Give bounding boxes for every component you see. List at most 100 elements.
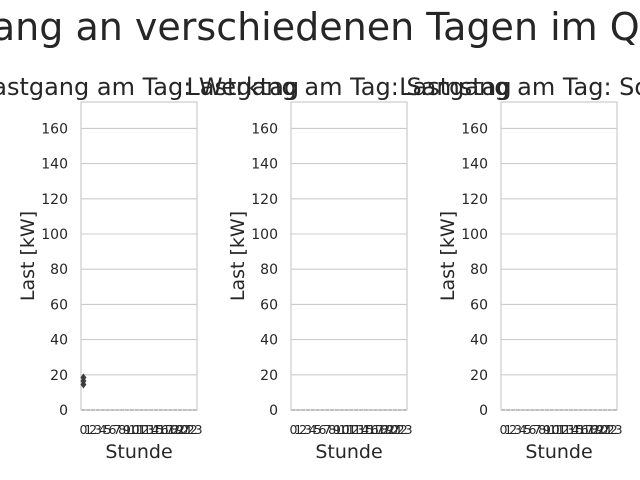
y-tick-label: 60 — [470, 297, 488, 313]
y-tick-label: 0 — [479, 403, 488, 419]
subplot-title: Lastgang am Tag: Werktag — [0, 73, 299, 101]
plot-area — [500, 101, 618, 411]
x-tick-label: 17 — [158, 422, 174, 437]
y-tick-label: 120 — [251, 192, 278, 208]
y-gridlines — [501, 127, 617, 376]
y-tick-label: 120 — [461, 192, 488, 208]
x-tick-label: 22 — [182, 422, 198, 437]
y-tick-label: 0 — [59, 403, 68, 419]
x-tick-label: 23 — [607, 422, 623, 437]
x-tick-label: 14 — [143, 422, 159, 437]
x-tick-label: 5 — [314, 422, 322, 437]
x-tick-label: 0 — [79, 422, 87, 437]
x-tick-label: 18 — [582, 422, 598, 437]
x-tick-label: 1 — [294, 422, 302, 437]
x-tick-label: 19 — [377, 422, 393, 437]
x-tick-label: 5 — [524, 422, 532, 437]
y-tick-label: 160 — [461, 121, 488, 137]
x-tick-label: 0 — [289, 422, 297, 437]
x-tick-label: 11 — [339, 422, 355, 437]
y-tick-label: 100 — [461, 227, 488, 243]
x-tick-label: 4 — [99, 422, 107, 437]
x-tick-label: 17 — [578, 422, 594, 437]
x-tick-label: 23 — [187, 422, 203, 437]
x-tick-label: 3 — [94, 422, 102, 437]
x-tick-label: 13 — [558, 422, 574, 437]
y-tick-label: 60 — [260, 297, 278, 313]
y-tick-label: 100 — [41, 227, 68, 243]
y-tick-label: 120 — [41, 192, 68, 208]
x-tick-label: 6 — [318, 422, 326, 437]
x-tick-label: 12 — [133, 422, 149, 437]
x-tick-label: 20 — [382, 422, 398, 437]
y-tick-label: 80 — [470, 262, 488, 278]
y-axis-label: Last [kW] — [227, 211, 249, 301]
x-tick-label: 22 — [392, 422, 408, 437]
y-tick-label: 140 — [41, 157, 68, 173]
subplot-title: Lastgang am Tag: Sonntag — [399, 73, 640, 101]
y-tick-labels: 0 20 40 60 80 100 120 140 160 — [41, 121, 68, 419]
x-axis-label: Stunde — [105, 441, 172, 463]
x-tick-label: 2 — [299, 422, 307, 437]
x-tick-label: 19 — [587, 422, 603, 437]
y-tick-label: 40 — [260, 333, 278, 349]
x-tick-label: 18 — [162, 422, 178, 437]
x-tick-label: 2 — [509, 422, 517, 437]
x-tick-label: 6 — [528, 422, 536, 437]
x-tick-label: 7 — [113, 422, 121, 437]
y-tick-label: 140 — [461, 157, 488, 173]
y-tick-label: 80 — [50, 262, 68, 278]
x-tick-label: 3 — [514, 422, 522, 437]
x-tick-label: 14 — [563, 422, 579, 437]
x-tick-label: 23 — [397, 422, 413, 437]
x-tick-label: 2 — [89, 422, 97, 437]
data-marks — [80, 373, 197, 411]
x-tick-label: 7 — [533, 422, 541, 437]
x-tick-label: 18 — [372, 422, 388, 437]
plot-area — [290, 101, 408, 411]
y-tick-label: 160 — [41, 121, 68, 137]
x-tick-label: 17 — [368, 422, 384, 437]
y-tick-labels: 0 20 40 60 80 100 120 140 160 — [251, 121, 278, 419]
x-tick-label: 7 — [323, 422, 331, 437]
x-tick-label: 16 — [153, 422, 169, 437]
x-tick-label: 22 — [602, 422, 618, 437]
y-tick-label: 20 — [50, 368, 68, 384]
x-tick-label: 4 — [519, 422, 527, 437]
x-tick-label: 8 — [328, 422, 336, 437]
y-tick-label: 40 — [50, 333, 68, 349]
x-tick-label: 21 — [177, 422, 193, 437]
y-tick-label: 40 — [470, 333, 488, 349]
x-tick-label: 15 — [358, 422, 374, 437]
x-tick-label: 11 — [129, 422, 145, 437]
x-tick-label: 13 — [138, 422, 154, 437]
y-gridlines — [291, 127, 407, 376]
x-tick-label: 20 — [172, 422, 188, 437]
x-tick-label: 10 — [544, 422, 560, 437]
x-tick-label: 20 — [592, 422, 608, 437]
x-tick-label: 10 — [334, 422, 350, 437]
y-tick-label: 140 — [251, 157, 278, 173]
y-tick-label: 20 — [470, 368, 488, 384]
x-tick-label: 21 — [387, 422, 403, 437]
x-tick-label: 15 — [568, 422, 584, 437]
x-tick-label: 6 — [108, 422, 116, 437]
y-gridlines — [81, 127, 197, 376]
y-tick-label: 60 — [50, 297, 68, 313]
y-tick-label: 100 — [251, 227, 278, 243]
x-tick-label: 19 — [167, 422, 183, 437]
plot-area — [80, 101, 198, 411]
x-tick-label: 5 — [104, 422, 112, 437]
y-axis-label: Last [kW] — [17, 211, 39, 301]
subplot-title: Lastgang am Tag: Samstag — [186, 73, 511, 101]
x-axis-label: Stunde — [315, 441, 382, 463]
x-tick-label: 3 — [304, 422, 312, 437]
x-tick-label: 16 — [573, 422, 589, 437]
x-tick-label: 8 — [118, 422, 126, 437]
x-tick-label: 0 — [499, 422, 507, 437]
